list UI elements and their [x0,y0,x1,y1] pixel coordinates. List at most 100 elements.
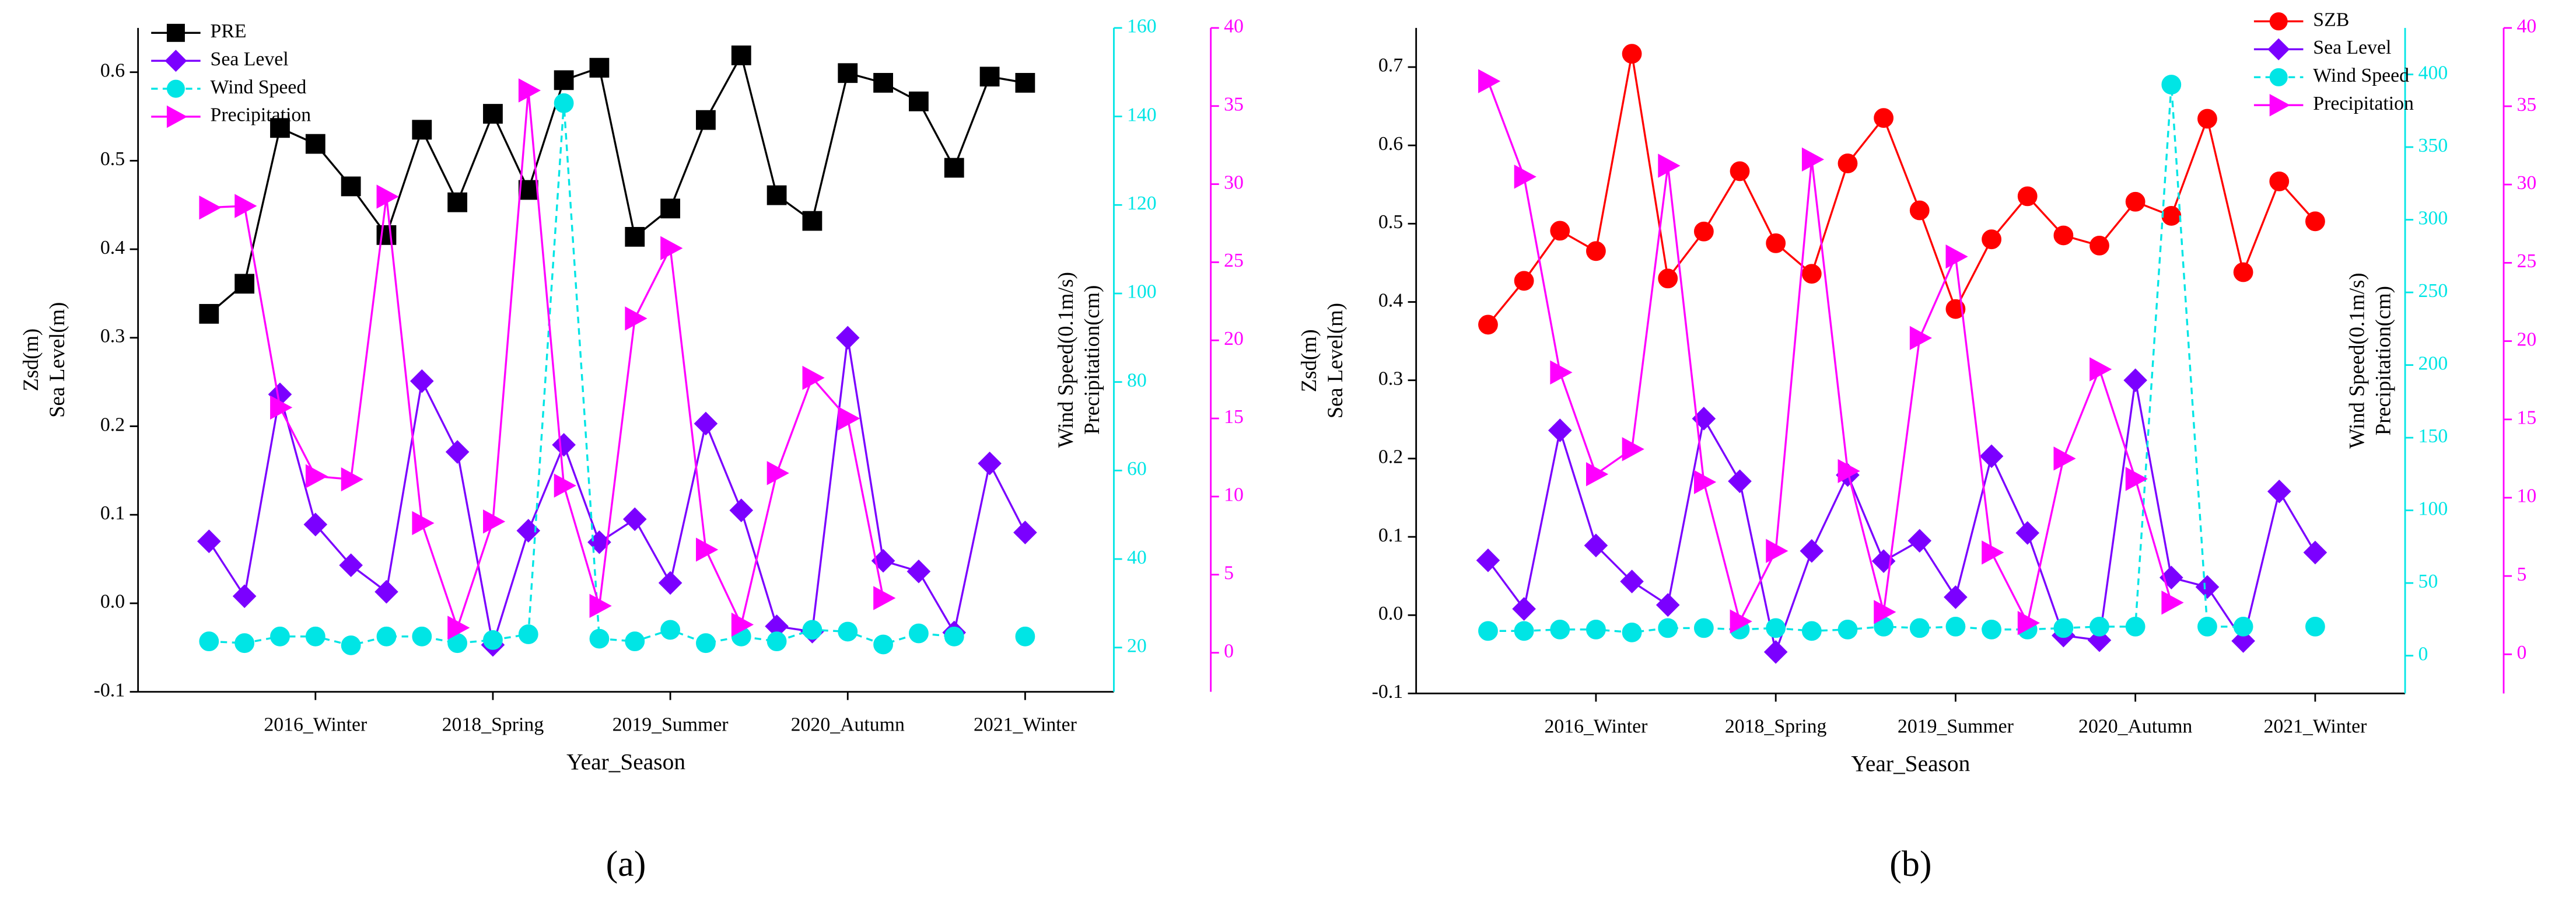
marker [412,511,435,536]
marker [2161,590,2184,615]
marker [1801,147,1825,172]
marker [622,507,647,532]
marker [412,120,432,140]
legend-marker [164,50,187,72]
x-tick-label: 2016_Winter [1544,715,1647,737]
marker [232,584,257,609]
marker [1944,585,1968,609]
marker [374,579,398,604]
y-axis-label: Sea Level(m) [45,302,69,418]
y-tick-label: 0.3 [100,326,125,347]
marker [1800,539,1824,563]
marker [235,633,255,654]
marker [2017,611,2040,635]
x-tick-label: 2021_Winter [974,714,1077,736]
marker [1550,619,1570,640]
marker [944,158,964,178]
x-tick-label: 2018_Spring [442,714,544,736]
marker [873,586,896,610]
marker [2015,521,2040,545]
marker [1908,529,1932,553]
marker [802,365,825,390]
marker [305,626,326,647]
marker [658,571,682,595]
marker [1658,618,1678,638]
legend-marker [2269,12,2288,31]
marker [1909,200,1930,221]
marker [1945,244,1968,269]
marker [447,616,470,640]
x-tick-label: 2016_Winter [264,714,367,736]
x-tick-label: 2020_Autumn [2078,715,2192,737]
y3-tick-label: 25 [2517,250,2537,272]
legend-label: Precipitation [211,104,312,126]
marker [838,63,858,83]
y2-tick-label: 50 [2418,571,2438,592]
marker [518,180,538,200]
y3-axis-label: Precipitation(cm) [1080,285,1104,435]
legend-label: SZB [2313,9,2349,30]
legend-marker [2267,38,2290,61]
series-line [208,53,1026,315]
marker [270,626,290,647]
marker [1730,609,1752,634]
series-line [1487,81,2172,626]
y2-tick-label: 150 [2418,425,2448,447]
legend-label: Wind Speed [211,76,307,98]
marker [1693,618,1714,638]
marker [1874,600,1896,624]
marker [554,93,574,113]
marker [1586,619,1606,640]
marker [873,73,893,93]
marker [1550,221,1570,241]
y3-tick-label: 30 [2517,172,2537,194]
marker [766,185,787,205]
legend-label: Wind Speed [2313,65,2409,86]
y2-tick-label: 20 [1127,635,1147,657]
marker [1693,221,1714,242]
marker [1622,622,1642,642]
y3-tick-label: 15 [2517,407,2537,429]
y-axis-label: Zsd(m) [1297,329,1321,392]
marker [518,78,541,103]
marker [1730,161,1750,181]
marker [341,635,361,655]
marker [2017,186,2038,207]
marker [660,620,680,640]
series-line [1487,380,2316,656]
marker [625,306,648,331]
marker [2090,616,2109,637]
marker [1658,153,1681,178]
marker [554,473,576,498]
marker [731,46,751,65]
marker [696,537,719,562]
marker [1801,621,1822,641]
marker [766,461,789,485]
x-tick-label: 2021_Winter [2263,715,2367,737]
marker [1909,326,1933,350]
marker [978,451,1002,476]
marker [873,634,893,655]
panel: -0.10.00.10.20.30.40.50.6204060801001201… [19,16,1244,885]
y-tick-label: 0.7 [1378,55,1403,76]
legend-marker [166,79,185,98]
marker [625,631,645,652]
marker [2090,357,2112,382]
marker [305,134,326,154]
y-tick-label: 0.0 [100,591,125,613]
marker [766,631,787,652]
marker [303,512,328,537]
marker [1982,229,2001,250]
legend-label: Sea Level [2313,37,2391,58]
marker [483,509,506,534]
marker [1909,618,1930,638]
panel: -0.10.00.10.20.30.40.50.60.7050100150200… [1297,9,2536,884]
y2-tick-label: 350 [2418,135,2448,156]
marker [1982,619,2001,640]
marker [2267,479,2291,504]
marker [2233,262,2253,282]
y-axis-label: Sea Level(m) [1323,303,1347,418]
y3-tick-label: 40 [1224,16,1244,37]
marker [235,194,257,218]
y-tick-label: -0.1 [94,679,125,701]
